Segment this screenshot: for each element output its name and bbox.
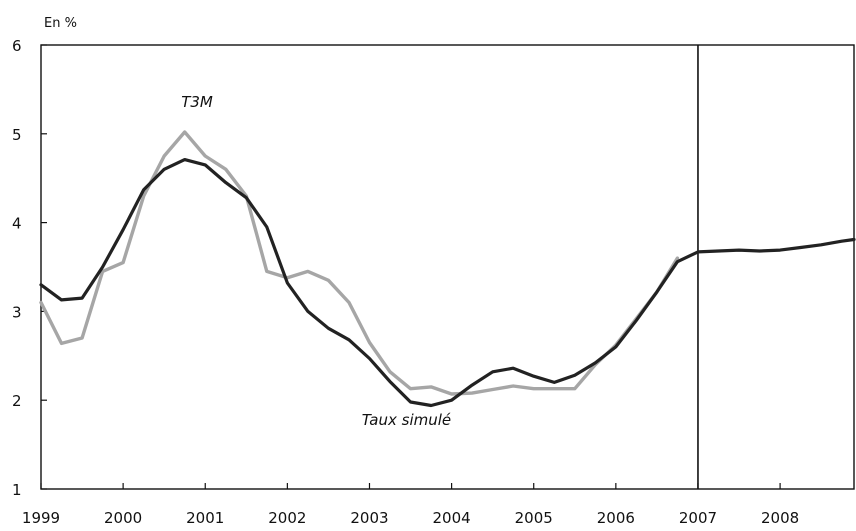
annotation-t3m: T3M bbox=[181, 93, 213, 111]
x-tick-label: 2000 bbox=[104, 509, 142, 527]
y-tick-label: 6 bbox=[12, 37, 22, 55]
x-tick-label: 1999 bbox=[22, 509, 60, 527]
x-tick-label: 2005 bbox=[515, 509, 553, 527]
series-t3m-line bbox=[39, 130, 680, 396]
y-tick-label: 4 bbox=[12, 215, 22, 233]
x-tick-label: 2001 bbox=[186, 509, 224, 527]
x-tick-label: 2006 bbox=[597, 509, 635, 527]
y-tick-label: 2 bbox=[12, 392, 22, 410]
plot-frame bbox=[40, 44, 855, 490]
x-tick-label: 2008 bbox=[761, 509, 799, 527]
y-tick-label: 5 bbox=[12, 126, 22, 144]
annotation-group: T3M Taux simulé bbox=[181, 93, 451, 429]
series-taux-simule-line bbox=[39, 158, 856, 408]
x-tick-label: 2004 bbox=[433, 509, 471, 527]
axes bbox=[40, 44, 855, 490]
series-group bbox=[39, 130, 856, 408]
x-tick-label: 2003 bbox=[350, 509, 388, 527]
x-tick-label: 2002 bbox=[268, 509, 306, 527]
y-tick-label: 3 bbox=[12, 303, 22, 321]
x-tick-label: 2007 bbox=[679, 509, 717, 527]
y-unit-label: En % bbox=[44, 16, 77, 31]
tick-labels: 1 2 3 4 5 6 1999 2000 2001 2002 2003 2004 2005 2006 20… bbox=[12, 37, 799, 527]
y-tick-label: 1 bbox=[12, 481, 22, 499]
annotation-taux-simule: Taux simulé bbox=[362, 411, 451, 429]
